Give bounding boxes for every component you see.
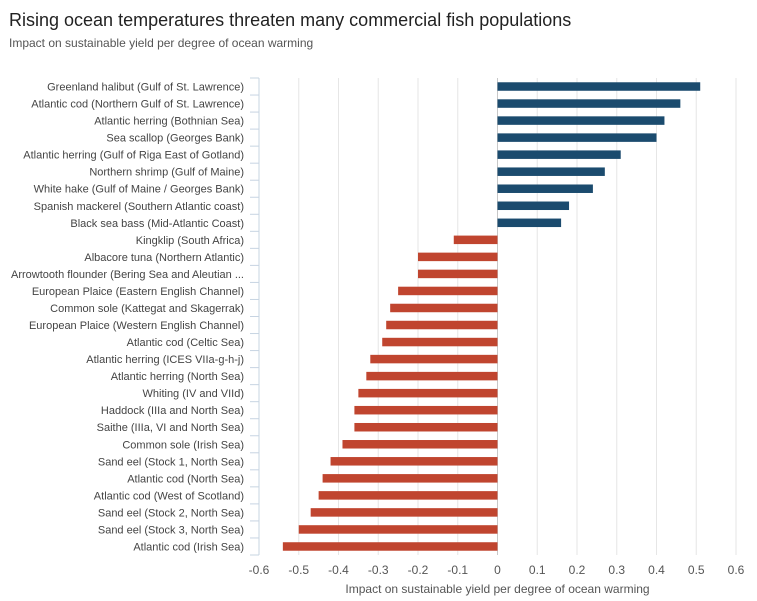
bar [497,184,593,193]
chart-title: Rising ocean temperatures threaten many … [9,10,572,30]
category-label: Greenland halibut (Gulf of St. Lawrence) [47,82,244,94]
bar [322,474,498,483]
x-tick-label: -0.3 [368,563,389,577]
category-label: Spanish mackerel (Southern Atlantic coas… [34,201,244,213]
category-label: Atlantic cod (Irish Sea) [133,541,244,553]
bar [497,116,665,125]
bar [497,218,562,228]
category-label: Atlantic cod (Northern Gulf of St. Lawre… [31,99,244,111]
bar [310,508,498,517]
x-tick-label: 0 [494,563,501,577]
bar [453,235,498,245]
chart-subtitle: Impact on sustainable yield per degree o… [9,36,314,50]
bar [330,457,498,466]
category-label: Black sea bass (Mid-Atlantic Coast) [70,218,244,230]
category-label: Sand eel (Stock 2, North Sea) [98,507,244,519]
x-tick-label: -0.1 [447,563,468,577]
category-label: Sand eel (Stock 1, North Sea) [98,456,244,468]
x-tick-label: 0.2 [569,563,586,577]
category-label: Haddock (IIIa and North Sea) [101,405,244,417]
x-tick-label: -0.2 [408,563,429,577]
category-label: Atlantic cod (North Sea) [127,473,244,485]
category-label: Atlantic cod (West of Scotland) [94,490,244,502]
bar [418,269,498,279]
category-label: European Plaice (Western English Channel… [29,320,244,332]
bar [390,303,498,313]
bar [386,320,498,330]
bar [497,133,657,142]
category-label: Sand eel (Stock 3, North Sea) [98,524,244,536]
bar [497,150,621,159]
bar [382,337,498,347]
category-label: Atlantic herring (Gulf of Riga East of G… [23,150,244,162]
x-tick-label: -0.6 [249,563,270,577]
category-label: White hake (Gulf of Maine / Georges Bank… [34,184,244,196]
bar [282,542,498,551]
category-label: Common sole (Irish Sea) [122,439,244,451]
x-tick-label: -0.4 [328,563,349,577]
bar [497,167,605,176]
bar [497,82,701,91]
x-axis-label: Impact on sustainable yield per degree o… [345,582,649,596]
x-tick-label: 0.3 [608,563,625,577]
category-label: Arrowtooth flounder (Bering Sea and Aleu… [11,269,244,281]
x-tick-label: 0.1 [529,563,546,577]
category-label: Atlantic herring (ICES VIIa-g-h-j) [86,354,244,366]
bar [497,99,681,108]
x-tick-label: 0.6 [728,563,745,577]
category-label: Common sole (Kattegat and Skagerrak) [50,303,244,315]
x-tick-label: -0.5 [288,563,309,577]
gridlines [258,78,737,555]
category-label: Sea scallop (Georges Bank) [106,133,244,145]
bar [358,388,498,398]
category-label: Atlantic cod (Celtic Sea) [127,337,244,349]
x-tick-label: 0.5 [688,563,705,577]
x-tick-labels: -0.6 -0.5 -0.4 -0.3 -0.2 -0.1 0 0.1 0.2 0.3 0.4 0.5… [249,563,745,577]
bar [366,371,498,381]
category-label: Kingklip (South Africa) [136,235,244,247]
bar [318,491,498,500]
bars [282,82,701,551]
bar [370,354,498,364]
bar [418,252,498,262]
category-labels: Greenland halibut (Gulf of St. Lawrence)… [11,77,259,556]
bar [497,201,570,211]
bar [298,525,498,534]
category-label: Atlantic herring (North Sea) [111,371,244,383]
bar [398,286,498,296]
category-label: Albacore tuna (Northern Atlantic) [84,252,244,264]
category-label: Northern shrimp (Gulf of Maine) [89,167,244,179]
bar [342,440,498,449]
bar [354,405,498,415]
category-label: Whiting (IV and VIId) [143,388,245,400]
category-label: European Plaice (Eastern English Channel… [32,286,244,298]
category-label: Saithe (IIIa, VI and North Sea) [97,422,244,434]
x-tick-label: 0.4 [648,563,665,577]
category-label: Atlantic herring (Bothnian Sea) [94,116,244,128]
bar [354,422,498,432]
